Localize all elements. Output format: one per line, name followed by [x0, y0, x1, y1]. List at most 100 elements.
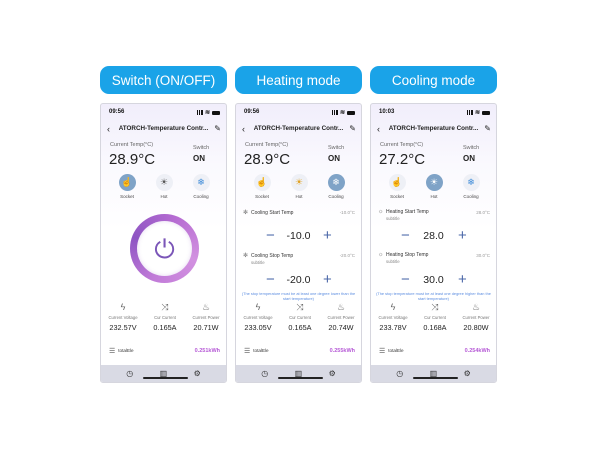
metric-current: ⤨ Cur Current 0.168A: [415, 302, 455, 332]
current-temp-value: 28.9°C: [244, 151, 291, 168]
metric-label: Current Voltage: [108, 315, 138, 320]
metric-value: 233.78V: [379, 323, 407, 332]
flame-icon: ♨: [201, 302, 211, 312]
phone-screen: 09:56 ≋ ‹ ATORCH-Temperature Contr... ✎ …: [100, 103, 227, 383]
mode-cooling-button[interactable]: ❄ Cooling: [456, 174, 486, 199]
gear-icon[interactable]: ⚙: [328, 369, 336, 378]
nav-title: ATORCH-Temperature Contr...: [118, 125, 209, 132]
back-icon[interactable]: ‹: [377, 124, 380, 134]
minus-icon[interactable]: −: [401, 227, 410, 244]
start-temp-row: ✻ Cooling Start Temp -10.0°C: [243, 209, 355, 216]
bolt-icon: ϟ: [390, 302, 396, 312]
snowflake-icon: ❄: [462, 174, 480, 191]
mode-hot-button[interactable]: ☀ Hot: [149, 174, 179, 199]
metric-value: 233.05V: [244, 323, 272, 332]
total-value: 0.255kWh: [329, 348, 355, 354]
plus-icon[interactable]: +: [458, 227, 467, 244]
chart-icon[interactable]: ▥: [159, 369, 168, 378]
total-energy-row[interactable]: ☰ totalEle 0.255kWh: [244, 347, 355, 355]
chart-icon[interactable]: ▥: [429, 369, 438, 378]
metric-value: 232.57V: [109, 323, 137, 332]
metrics-row: ϟ Current Voltage 232.57V ⤨ Cur Current 0.16…: [101, 302, 226, 340]
sun-icon: ☼: [378, 252, 384, 258]
start-temp-sub: subtitle: [386, 216, 400, 221]
edit-icon[interactable]: ✎: [349, 124, 356, 133]
metric-label: Current Power: [327, 315, 355, 320]
caption-cooling: Cooling mode: [370, 66, 497, 94]
mode-socket-button[interactable]: ☝ Socket: [382, 174, 412, 199]
mode-socket-button[interactable]: ☝ Socket: [112, 174, 142, 199]
mode-cooling-button[interactable]: ❄ Cooling: [321, 174, 351, 199]
start-temp-row: ☼ Heating Start Temp subtitle 28.0°C: [378, 209, 490, 221]
stop-temp-row: ✻ Cooling Stop Temp subtitle -20.0°C: [243, 252, 355, 265]
sun-icon: ☼: [378, 209, 384, 215]
start-temp-readout: 28.0°C: [476, 210, 490, 215]
stop-temp-sub: subtitle: [251, 260, 265, 265]
mode-socket-button[interactable]: ☝ Socket: [247, 174, 277, 199]
tab-bar: ◷ ▥ ⚙: [101, 365, 226, 382]
clock-icon[interactable]: ◷: [261, 369, 269, 378]
mode-label: Cooling: [193, 194, 209, 199]
total-energy-row[interactable]: ☰ totalEle 0.251kWh: [109, 347, 220, 355]
mode-label: Socket: [120, 194, 134, 199]
gear-icon[interactable]: ⚙: [463, 369, 471, 378]
snowflake-icon: ✻: [243, 253, 249, 259]
gear-icon[interactable]: ⚙: [193, 369, 201, 378]
metric-label: Current Voltage: [243, 315, 273, 320]
tab-bar: ◷ ▥ ⚙: [236, 365, 361, 382]
metric-power: ♨ Current Power 20.80W: [456, 302, 496, 332]
edit-icon[interactable]: ✎: [214, 124, 221, 133]
status-bar: 09:56 ≋: [109, 109, 220, 117]
metric-value: 0.165A: [153, 323, 177, 332]
mode-hot-button[interactable]: ☀ Hot: [419, 174, 449, 199]
metric-voltage: ϟ Current Voltage 233.05V: [238, 302, 278, 332]
total-label: totalEle: [253, 348, 269, 354]
start-temp-value: -10.0: [286, 230, 311, 242]
start-temp-value: 28.0: [423, 230, 444, 242]
status-time: 09:56: [244, 109, 260, 115]
total-energy-row[interactable]: ☰ totalEle 0.254kWh: [379, 347, 490, 355]
battery-icon: [347, 110, 355, 115]
switch-label: Switch: [328, 145, 345, 151]
metric-label: Cur Current: [289, 315, 311, 320]
metric-value: 0.165A: [288, 323, 312, 332]
switch-label: Switch: [463, 145, 480, 151]
metric-label: Current Voltage: [378, 315, 408, 320]
minus-icon[interactable]: −: [266, 227, 275, 244]
mode-selector: ☝ Socket ☀ Hot ❄ Cooling: [236, 174, 361, 202]
edit-icon[interactable]: ✎: [484, 124, 491, 133]
plus-icon[interactable]: +: [458, 271, 467, 288]
minus-icon[interactable]: −: [401, 271, 410, 288]
power-toggle-button[interactable]: ⏻: [130, 214, 199, 283]
switch-label: Switch: [193, 145, 210, 151]
back-icon[interactable]: ‹: [107, 124, 110, 134]
clock-icon[interactable]: ◷: [126, 369, 134, 378]
clock-icon[interactable]: ◷: [396, 369, 404, 378]
shuffle-icon: ⤨: [296, 302, 304, 312]
metric-label: Current Power: [462, 315, 490, 320]
current-temp-label: Current Temp(°C): [110, 142, 154, 148]
plus-icon[interactable]: +: [323, 227, 332, 244]
start-temp-label: Heating Start Temp: [386, 209, 429, 215]
mode-cooling-button[interactable]: ❄ Cooling: [186, 174, 216, 199]
nav-title: ATORCH-Temperature Contr...: [253, 125, 344, 132]
mode-hot-button[interactable]: ☀ Hot: [284, 174, 314, 199]
snowflake-icon: ❄: [327, 174, 345, 191]
metric-voltage: ϟ Current Voltage 233.78V: [373, 302, 413, 332]
nav-title: ATORCH-Temperature Contr...: [388, 125, 479, 132]
sun-icon: ☀: [290, 174, 308, 191]
back-icon[interactable]: ‹: [242, 124, 245, 134]
mode-label: Socket: [255, 194, 269, 199]
plus-icon[interactable]: +: [323, 271, 332, 288]
home-indicator: [143, 377, 188, 379]
mode-selector: ☝ Socket ☀ Hot ❄ Cooling: [371, 174, 496, 202]
bolt-icon: ϟ: [255, 302, 261, 312]
current-temp-label: Current Temp(°C): [245, 142, 289, 148]
chart-icon[interactable]: ▥: [294, 369, 303, 378]
stop-temp-value: -20.0: [286, 274, 311, 286]
minus-icon[interactable]: −: [266, 271, 275, 288]
mode-label: Cooling: [463, 194, 479, 199]
stop-temp-stepper: − -20.0 +: [236, 272, 361, 288]
status-bar: 09:56 ≋: [244, 109, 355, 117]
metric-label: Cur Current: [424, 315, 446, 320]
